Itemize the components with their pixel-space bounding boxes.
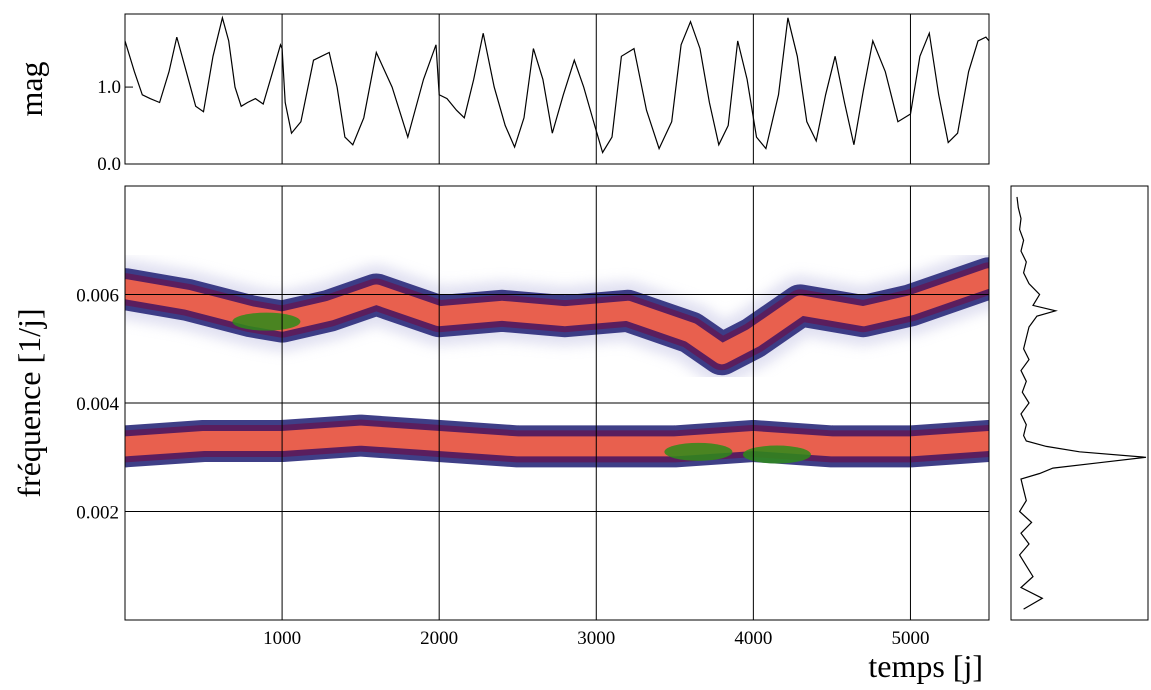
light-curve-ytick-label: 1.0: [97, 77, 121, 98]
heatmap-panel: 1000 2000 3000 4000 5000 0.002 0.004 0.006 tem…: [11, 185, 990, 684]
light-curve-yticks: 0.0 1.0: [97, 77, 133, 175]
light-curve-gridlines: [281, 14, 911, 164]
heatmap-xtick-label: 1000: [263, 628, 301, 649]
heatmap-peak: [232, 312, 301, 331]
light-curve-panel: 0.0 1.0 mag: [13, 13, 990, 175]
heatmap-ridges: [125, 248, 989, 477]
heatmap-yticks: 0.002 0.004 0.006: [76, 286, 119, 524]
heatmap-peak: [664, 442, 733, 461]
light-curve-ylabel: mag: [13, 61, 49, 116]
global-spectrum-panel: [1010, 185, 1149, 621]
heatmap-ytick-label: 0.004: [76, 394, 119, 415]
light-curve-line: [125, 15, 989, 154]
heatmap-frame: [124, 185, 990, 621]
heatmap-xtick-label: 2000: [420, 628, 458, 649]
heatmap-ytick-label: 0.002: [76, 503, 119, 524]
heatmap-ytick-label: 0.006: [76, 286, 119, 307]
heatmap-xtick-label: 4000: [734, 628, 772, 649]
light-curve-ytick-label: 0.0: [97, 154, 121, 175]
heatmap-xtick-label: 3000: [577, 628, 615, 649]
heatmap-ylabel: fréquence [1/j]: [11, 308, 47, 497]
heatmap-gridlines: [125, 186, 989, 620]
light-curve-frame: [124, 13, 990, 165]
heatmap-peak: [742, 445, 811, 464]
heatmap-xtick-label: 5000: [891, 628, 929, 649]
heatmap-xticks: 1000 2000 3000 4000 5000: [263, 628, 929, 649]
heatmap-ridge: [125, 425, 989, 457]
global-spectrum-frame: [1010, 185, 1149, 621]
heatmap-xlabel: temps [j]: [868, 648, 983, 684]
global-spectrum-line: [1016, 196, 1147, 610]
